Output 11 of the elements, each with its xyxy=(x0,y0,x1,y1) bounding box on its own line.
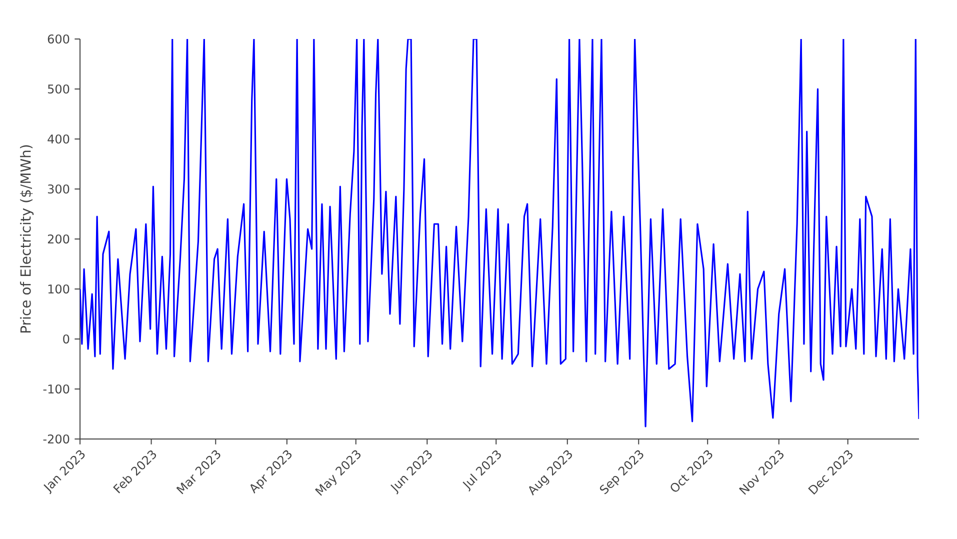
y-tick-label: 0 xyxy=(63,334,70,344)
y-tick-label: 400 xyxy=(48,134,70,144)
y-tick-label: -200 xyxy=(43,434,70,444)
y-tick-label: 100 xyxy=(48,284,70,294)
y-tick-label: 500 xyxy=(48,84,70,94)
y-tick-label: 600 xyxy=(48,34,70,44)
y-axis-title: Price of Electricity ($/MWh) xyxy=(20,145,34,333)
y-tick-label: 200 xyxy=(48,234,70,244)
line-series xyxy=(80,38,920,428)
y-tick-label: -100 xyxy=(43,384,70,394)
y-tick-label: 300 xyxy=(48,184,70,194)
